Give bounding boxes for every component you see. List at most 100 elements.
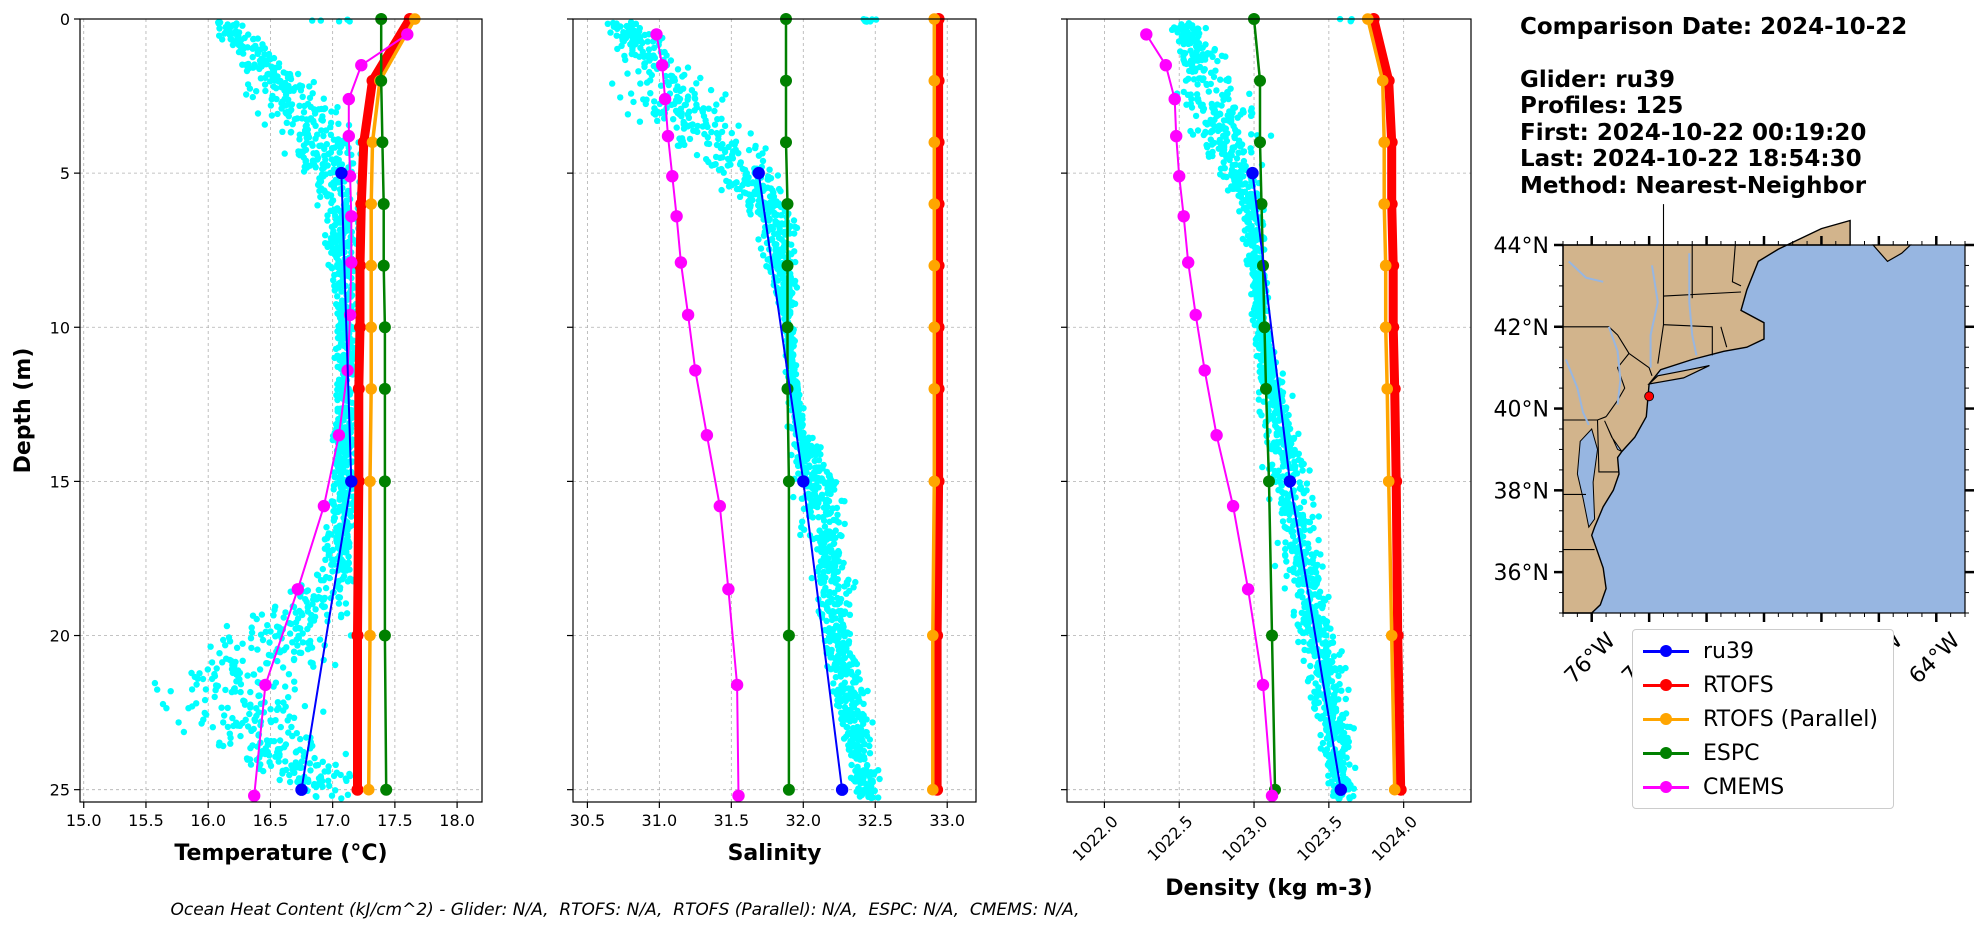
glider-scatter-point: [812, 452, 819, 459]
glider-scatter-point: [837, 595, 845, 603]
glider-scatter-point: [1297, 517, 1304, 524]
glider-scatter-point: [310, 119, 317, 126]
glider-scatter-point: [279, 664, 287, 671]
glider-scatter-point: [209, 724, 216, 731]
glider-scatter-point: [852, 578, 859, 586]
glider-scatter-point: [1247, 203, 1254, 210]
glider-scatter-point: [1197, 102, 1205, 110]
series-point-espc: [781, 259, 794, 272]
map-lat-label: 38°N: [1494, 479, 1549, 504]
glider-scatter-point: [259, 636, 267, 644]
x-tick-label: 1024.0: [1368, 812, 1421, 865]
glider-scatter-point: [304, 603, 312, 610]
glider-scatter-point: [250, 671, 258, 678]
glider-scatter-point: [790, 217, 798, 224]
map-lon-label: 64°W: [1905, 628, 1966, 689]
glider-scatter-point: [848, 671, 855, 678]
glider-scatter-point: [747, 130, 754, 137]
glider-scatter-point: [745, 191, 753, 198]
glider-scatter-point: [806, 462, 813, 469]
x-tick-label: 17.5: [377, 811, 413, 830]
glider-scatter-point: [291, 678, 298, 685]
glider-scatter-point: [1201, 56, 1209, 63]
glider-scatter-point: [1239, 107, 1247, 114]
glider-scatter-point: [278, 105, 285, 112]
glider-scatter-point: [299, 93, 306, 101]
x-tick-label: 1022.5: [1144, 812, 1197, 865]
glider-scatter-point: [680, 85, 687, 92]
glider-scatter-point: [689, 121, 696, 128]
glider-scatter-point: [684, 64, 692, 71]
glider-scatter-point: [1342, 695, 1350, 703]
glider-scatter-point: [1194, 57, 1202, 64]
legend-item-rtofs-parallel: RTOFS (Parallel): [1643, 704, 1878, 734]
glider-scatter-point: [349, 160, 357, 167]
series-point-rtofs: [354, 321, 366, 334]
glider-scatter-point: [1254, 270, 1261, 277]
glider-scatter-point: [302, 122, 309, 130]
glider-scatter-point: [227, 740, 234, 747]
glider-scatter-point: [857, 790, 864, 797]
map-state-border: [1596, 419, 1619, 473]
glider-scatter-point: [1322, 720, 1329, 728]
glider-scatter-point: [1205, 88, 1213, 95]
glider-scatter-point: [254, 35, 261, 42]
glider-scatter-point: [239, 719, 246, 727]
glider-scatter-point: [691, 95, 699, 102]
glider-scatter-point: [291, 686, 298, 693]
glider-scatter-point: [830, 572, 837, 579]
glider-scatter-point: [626, 31, 633, 38]
glider-scatter-point: [1295, 430, 1302, 437]
glider-scatter-point: [728, 129, 735, 137]
glider-scatter-point: [851, 734, 858, 741]
legend-swatch-cmems: [1643, 772, 1689, 802]
glider-scatter-point: [1267, 346, 1274, 353]
glider-scatter-point: [1323, 735, 1331, 742]
glider-scatter-point: [871, 769, 878, 776]
glider-scatter-point: [1201, 66, 1208, 73]
glider-scatter-point: [1279, 370, 1287, 377]
glider-scatter-point: [1314, 578, 1321, 585]
glider-scatter-point: [651, 98, 658, 105]
series-point-cmems: [342, 129, 355, 143]
glider-scatter-point: [821, 626, 829, 634]
glider-scatter-point: [819, 573, 827, 580]
glider-scatter-point: [335, 600, 343, 607]
glider-scatter-point: [1199, 51, 1206, 58]
glider-scatter-point: [1202, 24, 1210, 32]
glider-scatter-point: [1277, 426, 1284, 433]
glider-scatter-point: [233, 678, 240, 685]
glider-scatter-point: [248, 624, 255, 631]
glider-scatter-point: [1240, 173, 1247, 180]
glider-scatter-point: [203, 711, 210, 718]
series-point-ru39: [1334, 783, 1348, 796]
series-point-rtofs: [357, 136, 370, 149]
glider-scatter-point: [163, 705, 170, 712]
glider-scatter-point: [201, 696, 209, 704]
glider-scatter-point: [296, 136, 303, 143]
x-tick-label: 1023.5: [1293, 812, 1346, 865]
series-point-espc: [1254, 136, 1266, 149]
glider-scatter-point: [1257, 288, 1264, 295]
glider-scatter-point: [1290, 522, 1297, 529]
glider-scatter-point: [818, 491, 826, 498]
glider-scatter-point: [841, 703, 849, 711]
series-point-cmems: [355, 58, 368, 72]
glider-scatter-point: [220, 636, 227, 644]
series-point-espc: [1258, 321, 1271, 334]
glider-scatter-point: [747, 211, 754, 218]
glider-scatter-point: [331, 222, 338, 229]
glider-scatter-point: [1325, 649, 1332, 656]
glider-scatter-point: [339, 476, 346, 483]
series-point-cmems: [248, 789, 261, 802]
series-point-ru39: [1283, 475, 1297, 488]
series-point-rtofs-parallel-: [1378, 136, 1390, 149]
y-tick-label: 25: [50, 781, 70, 800]
glider-scatter-point: [831, 601, 838, 608]
glider-scatter-point: [705, 105, 712, 112]
glider-scatter-point: [327, 131, 335, 138]
series-point-cmems: [1256, 678, 1270, 692]
glider-scatter-point: [1244, 232, 1252, 239]
y-tick-label: 10: [50, 318, 70, 337]
glider-scatter-point: [1345, 686, 1352, 693]
